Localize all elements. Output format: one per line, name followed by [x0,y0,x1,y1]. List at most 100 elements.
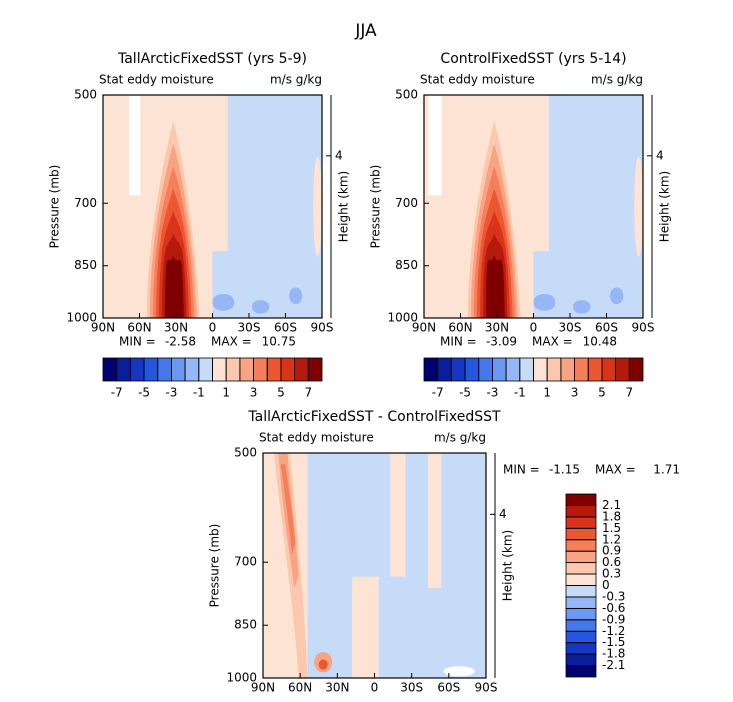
colorbar-box [116,357,131,382]
contour-region [634,156,643,257]
y-axis-label: Pressure (mb) [208,524,222,608]
contour-region [212,95,228,252]
colorbar-label: -3 [165,386,177,400]
min-label: MIN = [440,335,477,349]
colorbar-label: 5 [598,386,606,400]
contour-field [424,95,643,318]
subtitle-right: m/s g/kg [591,73,643,87]
y2-tick-label: 4 [656,148,664,162]
panel-title: TallArcticFixedSST - ControlFixedSST [247,409,501,425]
contour-region [486,255,505,318]
colorbar-label: 1 [543,386,551,400]
contour-region [289,287,303,305]
colorbar-label: 0.9 [602,544,621,558]
colorbar-box [129,357,145,382]
y2-axis-label: Height (km) [337,171,351,242]
subtitle-right: m/s g/kg [434,431,486,445]
subtitle-left: Stat eddy moisture [420,73,535,87]
max-value: 10.75 [262,335,296,349]
contour-region [165,255,184,318]
colorbar-box [546,357,562,382]
max-value: 1.71 [653,463,680,477]
colorbar-label: 1.2 [602,532,621,546]
contour-region [251,300,270,314]
colorbar-label: 1.5 [602,521,621,535]
colorbar-box [565,505,597,518]
colorbar-box [157,357,172,382]
colorbar-box [565,596,597,609]
panel: TallArcticFixedSST (yrs 5-9) Stat eddy mo… [48,51,351,400]
x-tick-label: 90S [475,681,498,695]
colorbar-box [280,357,296,382]
y2-tick-label: 4 [499,507,507,521]
colorbar-label: -0.9 [602,612,625,626]
colorbar-box [565,585,597,598]
colorbar-box [184,357,200,382]
panel-title: ControlFixedSST (yrs 5-14) [440,51,626,67]
max-label: MAX = [595,463,636,477]
contour-region [313,156,322,257]
y-tick-label: 500 [74,88,97,102]
colorbar-label: 3 [571,386,579,400]
colorbar-label: 7 [304,386,312,400]
colorbar-box [601,357,617,382]
colorbar-label: -3 [486,386,498,400]
colorbar-box [307,357,323,382]
subtitle-left: Stat eddy moisture [259,431,374,445]
colorbar-label: -7 [432,386,444,400]
contour-region [280,464,296,555]
colorbar-label: -0.3 [602,589,625,603]
contour-region [533,95,549,252]
x-tick-label: 90S [632,321,655,335]
colorbar-box [628,357,644,382]
colorbar-label: 3 [250,386,258,400]
contour-field [103,95,322,318]
colorbar-box [565,653,597,666]
panel: ControlFixedSST (yrs 5-14) Stat eddy mois… [369,51,672,400]
colorbar-label: -1.2 [602,624,625,638]
x-tick-label: 60S [274,321,297,335]
x-tick-label: 90N [412,321,436,335]
colorbar-label: -1 [193,386,205,400]
contour-region [390,453,406,577]
y2-tick-label: 4 [335,148,343,162]
colorbar-box [565,562,597,575]
min-value: -2.58 [165,335,196,349]
y-tick-label: 500 [395,88,418,102]
colorbar-box [565,550,597,564]
panel: TallArcticFixedSST - ControlFixedSST Stat… [208,409,681,695]
max-label: MAX = [532,335,573,349]
contour-region [533,95,643,318]
colorbar-box [198,357,213,382]
colorbar-box [437,357,452,382]
x-tick-label: 60S [595,321,618,335]
y-tick-label: 850 [74,258,97,272]
y-tick-label: 1000 [387,311,418,325]
x-tick-label: 0 [530,321,538,335]
min-label: MIN = [119,335,156,349]
colorbar-box [239,357,254,382]
colorbar-label: 0.6 [602,555,621,569]
colorbar-box [225,357,241,382]
contour-region [533,294,556,311]
x-tick-label: 0 [371,681,379,695]
x-tick-label: 30S [400,681,423,695]
colorbar-label: 7 [625,386,633,400]
y-tick-label: 700 [74,196,97,210]
y-axis-label: Pressure (mb) [48,165,62,249]
x-tick-label: 30N [325,681,349,695]
contour-region [428,453,442,588]
colorbar-box [615,357,630,382]
x-tick-label: 0 [209,321,217,335]
y2-axis-label: Height (km) [658,171,672,242]
colorbar-label: 2.1 [602,498,621,512]
max-value: 10.48 [583,335,617,349]
contour-region [129,95,141,196]
contour-region [212,95,322,318]
x-tick-label: 60N [448,321,472,335]
colorbar-box [478,357,493,382]
y-tick-label: 850 [234,618,257,632]
colorbar-box [253,357,268,382]
y-tick-label: 700 [234,555,257,569]
colorbar-label: -1.5 [602,635,625,649]
